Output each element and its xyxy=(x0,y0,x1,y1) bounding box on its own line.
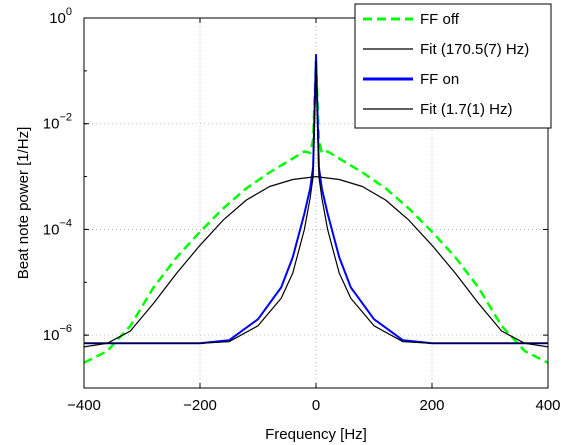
legend-label-fit-on: Fit (1.7(1) Hz) xyxy=(420,101,513,118)
grid xyxy=(84,18,548,388)
x-axis-label: Frequency [Hz] xyxy=(265,426,367,443)
x-tick-label: 400 xyxy=(535,397,560,414)
y-axis-label: Beat note power [1/Hz] xyxy=(15,127,32,280)
legend-box xyxy=(354,3,552,129)
y-tick-label: 10−4 xyxy=(43,217,72,238)
legend: FF off Fit (170.5(7) Hz) FF on Fit (1.7(… xyxy=(354,3,552,129)
x-tick-label: 0 xyxy=(312,397,320,414)
x-tick-label: −400 xyxy=(67,397,101,414)
y-tick-label: 10−6 xyxy=(43,323,72,344)
y-tick-label: 100 xyxy=(49,6,72,27)
legend-label-fit-off: Fit (170.5(7) Hz) xyxy=(420,41,529,58)
series-ff-on-line xyxy=(84,53,548,345)
series-group xyxy=(84,53,548,364)
legend-label-ff-off: FF off xyxy=(420,11,460,28)
legend-label-ff-on: FF on xyxy=(420,71,459,88)
y-tick-label: 10−2 xyxy=(43,112,72,133)
x-tick-label: −200 xyxy=(183,397,217,414)
x-tick-label: 200 xyxy=(419,397,444,414)
series-fit-1-7-1-hz-line xyxy=(84,60,548,344)
series-fit-170-5-7-hz-line xyxy=(84,176,548,348)
